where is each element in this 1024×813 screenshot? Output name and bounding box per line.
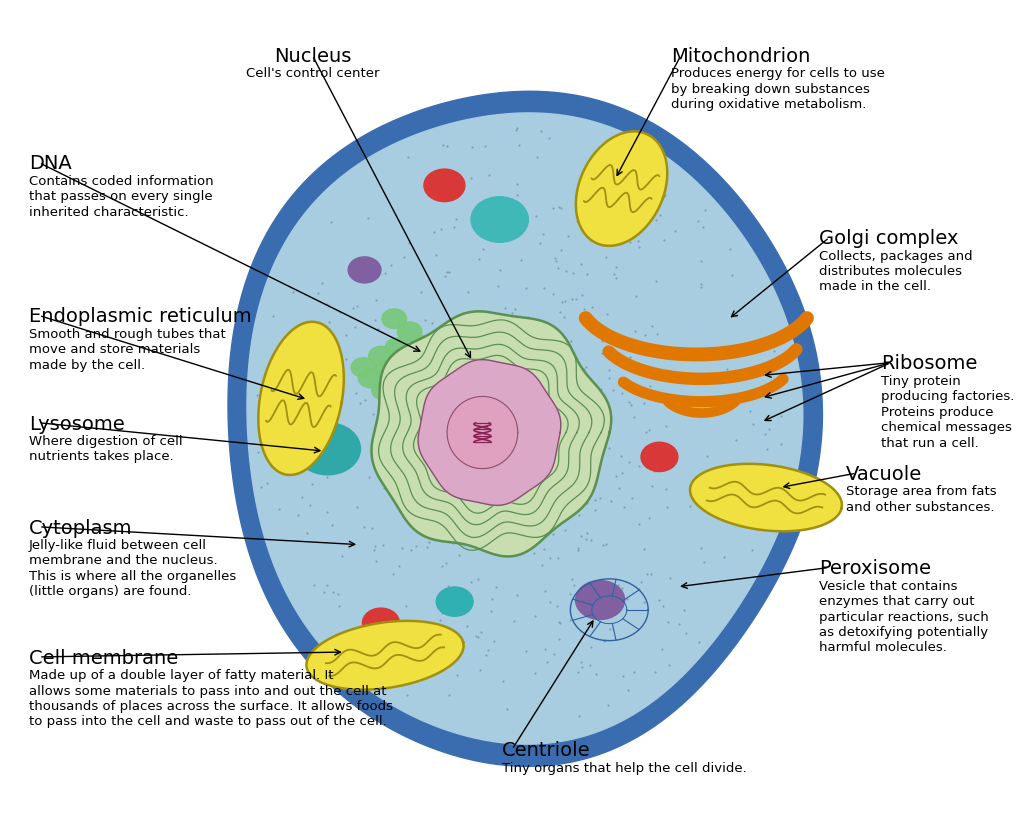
Circle shape (385, 338, 410, 358)
Circle shape (443, 372, 468, 392)
Circle shape (392, 350, 417, 369)
Text: membrane and the nucleus.: membrane and the nucleus. (29, 554, 217, 567)
Text: Produces energy for cells to use: Produces energy for cells to use (671, 67, 885, 80)
Text: Ribosome: Ribosome (881, 354, 977, 373)
Circle shape (641, 442, 678, 472)
Circle shape (362, 608, 399, 637)
Circle shape (369, 346, 393, 366)
Polygon shape (228, 91, 822, 767)
Text: thousands of places across the surface. It allows foods: thousands of places across the surface. … (29, 700, 392, 713)
Polygon shape (258, 322, 344, 475)
Text: Mitochondrion: Mitochondrion (671, 47, 810, 66)
Circle shape (385, 372, 410, 392)
Polygon shape (418, 359, 561, 506)
Polygon shape (690, 464, 842, 531)
Circle shape (295, 423, 360, 475)
Text: as detoxifying potentially: as detoxifying potentially (819, 626, 988, 639)
Circle shape (428, 389, 453, 408)
Text: Cell membrane: Cell membrane (29, 649, 178, 667)
Circle shape (438, 360, 463, 380)
Circle shape (424, 169, 465, 202)
Circle shape (351, 358, 376, 377)
Text: that run a cell.: that run a cell. (881, 437, 978, 450)
Text: Cell's control center: Cell's control center (246, 67, 379, 80)
Text: and other substances.: and other substances. (846, 501, 994, 514)
Text: DNA: DNA (29, 154, 72, 173)
Text: Contains coded information: Contains coded information (29, 175, 213, 188)
Text: enzymes that carry out: enzymes that carry out (819, 595, 975, 608)
Text: that passes on every single: that passes on every single (29, 190, 212, 203)
Text: Where digestion of cell: Where digestion of cell (29, 435, 182, 448)
Circle shape (412, 352, 436, 372)
Text: Peroxisome: Peroxisome (819, 559, 931, 578)
Polygon shape (447, 397, 518, 468)
Text: (little organs) are found.: (little organs) are found. (29, 585, 191, 598)
Text: distributes molecules: distributes molecules (819, 265, 963, 278)
Text: particular reactions, such: particular reactions, such (819, 611, 989, 624)
Text: harmful molecules.: harmful molecules. (819, 641, 947, 654)
Circle shape (389, 390, 414, 410)
Text: producing factories.: producing factories. (881, 390, 1014, 403)
Circle shape (471, 197, 528, 242)
Text: made by the cell.: made by the cell. (29, 359, 144, 372)
Text: Jelly-like fluid between cell: Jelly-like fluid between cell (29, 539, 207, 552)
Circle shape (430, 376, 455, 396)
Circle shape (358, 368, 383, 388)
Text: to pass into the cell and waste to pass out of the cell.: to pass into the cell and waste to pass … (29, 715, 386, 728)
Text: Vacuole: Vacuole (846, 465, 922, 484)
Text: made in the cell.: made in the cell. (819, 280, 931, 293)
Text: Centriole: Centriole (502, 741, 591, 760)
Text: Collects, packages and: Collects, packages and (819, 250, 973, 263)
Circle shape (397, 364, 422, 384)
Text: inherited characteristic.: inherited characteristic. (29, 206, 188, 219)
Text: Vesicle that contains: Vesicle that contains (819, 580, 957, 593)
Polygon shape (247, 113, 803, 744)
Text: nutrients takes place.: nutrients takes place. (29, 450, 173, 463)
Text: Cytoplasm: Cytoplasm (29, 519, 132, 537)
Circle shape (418, 382, 442, 402)
Text: This is where all the organelles: This is where all the organelles (29, 570, 236, 583)
Circle shape (575, 580, 625, 620)
Text: Tiny protein: Tiny protein (881, 375, 961, 388)
Text: Smooth and rough tubes that: Smooth and rough tubes that (29, 328, 225, 341)
Circle shape (406, 390, 430, 410)
Text: Proteins produce: Proteins produce (881, 406, 993, 419)
Text: Golgi complex: Golgi complex (819, 229, 958, 248)
Circle shape (414, 368, 438, 388)
Text: Nucleus: Nucleus (273, 47, 351, 66)
Text: Storage area from fats: Storage area from fats (846, 485, 996, 498)
Text: chemical messages: chemical messages (881, 421, 1012, 434)
Text: by breaking down substances: by breaking down substances (671, 83, 869, 96)
Polygon shape (372, 311, 611, 556)
Circle shape (397, 322, 422, 341)
Text: move and store materials: move and store materials (29, 343, 200, 356)
Circle shape (372, 380, 396, 400)
Circle shape (410, 336, 434, 355)
Circle shape (375, 360, 399, 380)
Text: Endoplasmic reticulum: Endoplasmic reticulum (29, 307, 251, 326)
Text: during oxidative metabolism.: during oxidative metabolism. (671, 98, 866, 111)
Circle shape (402, 379, 427, 398)
Text: Lysosome: Lysosome (29, 415, 125, 433)
Circle shape (423, 397, 447, 416)
Circle shape (382, 309, 407, 328)
Text: allows some materials to pass into and out the cell at: allows some materials to pass into and o… (29, 685, 386, 698)
Text: Tiny organs that help the cell divide.: Tiny organs that help the cell divide. (502, 762, 746, 775)
Polygon shape (306, 621, 464, 689)
Circle shape (436, 587, 473, 616)
Polygon shape (575, 132, 668, 246)
Circle shape (348, 257, 381, 283)
Text: Made up of a double layer of fatty material. It: Made up of a double layer of fatty mater… (29, 669, 333, 682)
